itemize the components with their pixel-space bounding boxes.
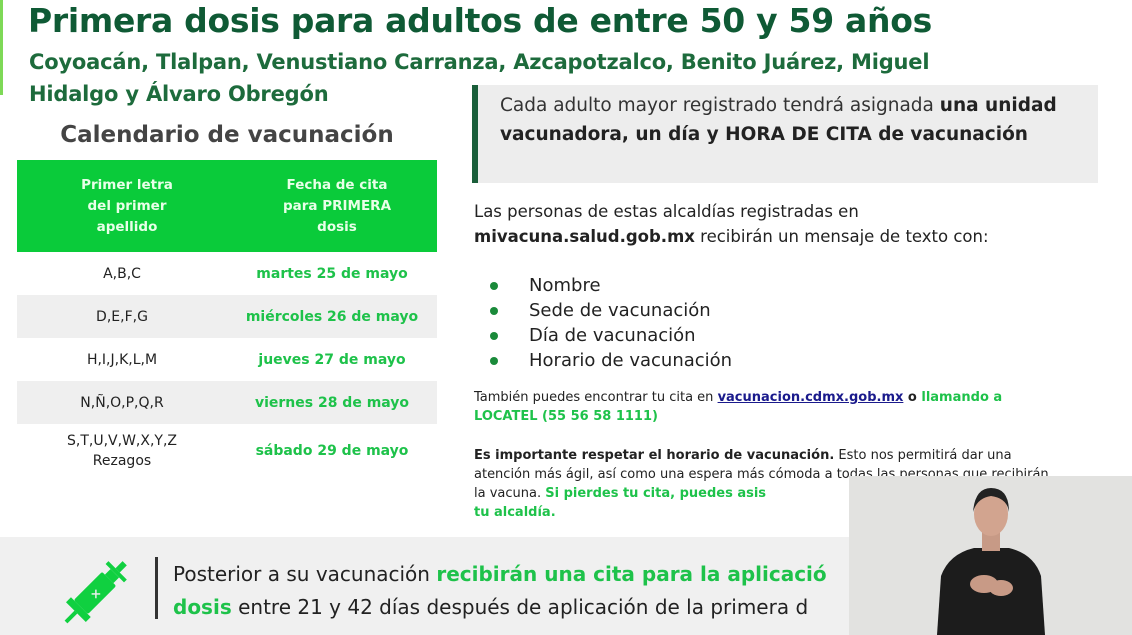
- accent-bar: [0, 0, 3, 95]
- list-item: Día de vacunación: [490, 323, 732, 348]
- bullet-icon: [490, 281, 498, 290]
- bullet-icon: [490, 356, 498, 365]
- date-cell: jueves 27 de mayo: [258, 351, 406, 368]
- list-item: Nombre: [490, 273, 732, 298]
- letters-cell: N,Ñ,O,P,Q,R: [80, 394, 164, 411]
- subtitle-boroughs: Coyoacán, Tlalpan, Venustiano Carranza, …: [29, 50, 930, 106]
- letters-cell: D,E,F,G: [96, 308, 148, 325]
- sms-text-line1: Las personas de estas alcaldías registra…: [474, 202, 859, 221]
- date-cell: martes 25 de mayo: [256, 265, 408, 282]
- list-item-text: Nombre: [529, 275, 601, 296]
- sms-contents-list: Nombre Sede de vacunación Día de vacunac…: [490, 273, 732, 373]
- column-header-letter: Primer letra del primer apellido: [81, 176, 173, 235]
- syringe-icon: ×: [64, 561, 127, 624]
- site-name: mivacuna.salud.gob.mx: [474, 227, 695, 246]
- locatel-text: llamando a LOCATEL (55 56 58 1111): [474, 390, 1003, 424]
- banner-text-1: Posterior a su vacunación: [173, 562, 437, 586]
- sms-text-line2: recibirán un mensaje de texto con:: [694, 227, 989, 246]
- letters-cell: A,B,C: [103, 265, 141, 282]
- letters-text: S,T,U,V,W,X,Y,Z: [67, 432, 177, 449]
- page-title: Primera dosis para adultos de entre 50 y…: [28, 1, 932, 40]
- table-header: Primer letra del primer apellido Fecha d…: [17, 160, 437, 252]
- find-appointment-info: También puedes encontrar tu cita en vacu…: [474, 388, 1054, 426]
- table-row: S,T,U,V,W,X,Y,Z Rezagos sábado 29 de mayo: [17, 424, 437, 477]
- table-row: N,Ñ,O,P,Q,R viernes 28 de mayo: [17, 381, 437, 424]
- notice-green: Si pierdes tu cita, puedes asis: [545, 486, 767, 501]
- date-cell: miércoles 26 de mayo: [245, 308, 419, 325]
- date-cell: viernes 28 de mayo: [254, 394, 410, 411]
- list-item-text: Día de vacunación: [529, 325, 696, 346]
- notice-bold: Es importante respetar el horario de vac…: [474, 448, 835, 463]
- letters-cell: H,I,J,K,L,M: [86, 351, 158, 368]
- appointment-callout: Cada adulto mayor registrado tendrá asig…: [472, 85, 1098, 183]
- second-dose-text: Posterior a su vacunación recibirán una …: [173, 558, 827, 624]
- divider: [155, 557, 158, 619]
- sign-language-interpreter-video: [849, 476, 1132, 635]
- banner-text-2: recibirán una cita para la aplicació: [436, 562, 827, 586]
- notice-green-2: tu alcaldía.: [474, 505, 556, 520]
- table-row: H,I,J,K,L,M jueves 27 de mayo: [17, 338, 437, 381]
- vacunacion-link[interactable]: vacunacion.cdmx.gob.mx: [717, 390, 904, 405]
- banner-text-4: entre 21 y 42 días después de aplicación…: [231, 595, 809, 619]
- banner-text-3: dosis: [173, 595, 232, 619]
- calendar-title: Calendario de vacunación: [60, 122, 394, 148]
- list-item: Horario de vacunación: [490, 348, 732, 373]
- bullet-icon: [490, 306, 498, 315]
- table-row: A,B,C martes 25 de mayo: [17, 252, 437, 295]
- info-connector: o: [903, 390, 922, 405]
- date-cell: sábado 29 de mayo: [255, 442, 409, 459]
- list-item: Sede de vacunación: [490, 298, 732, 323]
- list-item-text: Horario de vacunación: [529, 350, 733, 371]
- callout-bold-text: una unidad vacunadora, un día y HORA DE …: [500, 95, 1057, 145]
- list-item-text: Sede de vacunación: [529, 300, 711, 321]
- table-row: D,E,F,G miércoles 26 de mayo: [17, 295, 437, 338]
- interpreter-figure: [937, 488, 1045, 635]
- vaccination-calendar-table: Primer letra del primer apellido Fecha d…: [17, 160, 437, 477]
- sms-paragraph: Las personas de estas alcaldías registra…: [474, 199, 1074, 249]
- callout-text: Cada adulto mayor registrado tendrá asig…: [500, 95, 940, 116]
- info-text: También puedes encontrar tu cita en: [474, 390, 718, 405]
- bullet-icon: [490, 331, 498, 340]
- column-header-date: Fecha de cita para PRIMERA dosis: [282, 176, 392, 235]
- letters-cell: S,T,U,V,W,X,Y,Z Rezagos: [17, 431, 227, 471]
- rezagos-text: Rezagos: [92, 452, 152, 469]
